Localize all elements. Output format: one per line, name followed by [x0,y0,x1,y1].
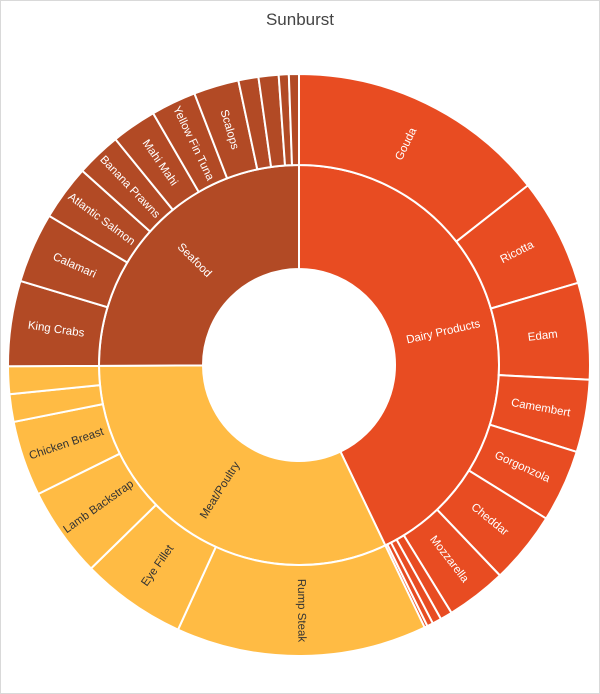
chart-title: Sunburst [265,10,335,29]
sunburst-segment-seafood-item-10[interactable] [287,72,300,167]
segment-label-edam: Edam [527,328,558,343]
segment-label-rump-steak: Rump Steak [295,579,308,643]
